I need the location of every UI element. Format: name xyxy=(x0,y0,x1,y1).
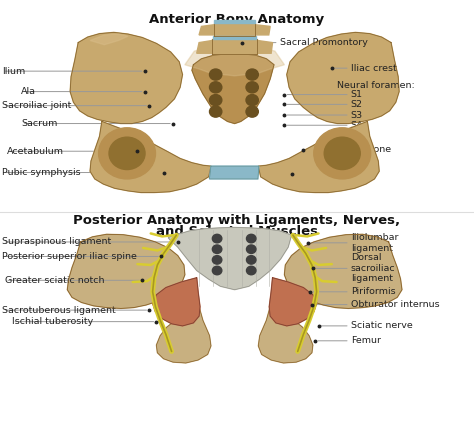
Text: Neural foramen:: Neural foramen: xyxy=(337,81,414,90)
Polygon shape xyxy=(258,121,379,193)
Circle shape xyxy=(210,95,222,106)
Polygon shape xyxy=(199,25,214,35)
Text: Piriformis: Piriformis xyxy=(351,287,395,296)
Circle shape xyxy=(246,266,256,275)
Text: Ischial tuberosity: Ischial tuberosity xyxy=(12,317,93,326)
Text: S3: S3 xyxy=(351,110,363,120)
Text: Ilium: Ilium xyxy=(2,66,26,76)
Text: Pubic bone: Pubic bone xyxy=(339,145,391,155)
Circle shape xyxy=(210,82,222,93)
Polygon shape xyxy=(213,36,256,39)
Text: Ala: Ala xyxy=(21,87,36,96)
Polygon shape xyxy=(156,307,211,363)
Circle shape xyxy=(246,69,258,80)
Polygon shape xyxy=(67,234,185,308)
Polygon shape xyxy=(212,39,257,54)
Circle shape xyxy=(99,128,155,179)
Polygon shape xyxy=(90,34,128,45)
Circle shape xyxy=(246,95,258,106)
Polygon shape xyxy=(284,234,402,308)
Text: Sciatic nerve: Sciatic nerve xyxy=(351,321,412,331)
Polygon shape xyxy=(70,32,182,124)
Polygon shape xyxy=(153,278,200,326)
Text: Anterior Bony Anatomy: Anterior Bony Anatomy xyxy=(149,13,325,26)
Text: Sacral Promontory: Sacral Promontory xyxy=(280,38,367,47)
Circle shape xyxy=(109,137,145,170)
Circle shape xyxy=(314,128,371,179)
Circle shape xyxy=(246,82,258,93)
Text: Femur: Femur xyxy=(351,336,381,345)
Circle shape xyxy=(212,245,222,253)
Circle shape xyxy=(246,245,256,253)
Polygon shape xyxy=(210,166,259,179)
Text: Sacrum: Sacrum xyxy=(21,119,58,128)
Circle shape xyxy=(246,106,258,117)
Polygon shape xyxy=(255,25,270,35)
Text: S1: S1 xyxy=(351,90,363,99)
Text: S4: S4 xyxy=(351,121,363,130)
Text: S2: S2 xyxy=(351,100,363,109)
Text: Supraspinous ligament: Supraspinous ligament xyxy=(2,237,111,247)
Text: Posterior superior iliac spine: Posterior superior iliac spine xyxy=(2,252,137,261)
Circle shape xyxy=(210,69,222,80)
Polygon shape xyxy=(214,20,255,23)
Circle shape xyxy=(212,256,222,264)
Text: Acetabulum: Acetabulum xyxy=(7,147,64,156)
Text: Pubic symphysis: Pubic symphysis xyxy=(2,168,81,177)
Circle shape xyxy=(212,266,222,275)
Circle shape xyxy=(246,256,256,264)
Circle shape xyxy=(210,106,222,117)
Polygon shape xyxy=(269,278,317,326)
Text: Sacrotuberous ligament: Sacrotuberous ligament xyxy=(2,305,116,315)
Text: Sacroiliac joint: Sacroiliac joint xyxy=(2,101,72,110)
Polygon shape xyxy=(214,23,255,36)
Polygon shape xyxy=(168,227,292,290)
Polygon shape xyxy=(185,46,284,76)
Polygon shape xyxy=(257,40,273,53)
Polygon shape xyxy=(287,32,399,124)
Text: and Selected Muscles: and Selected Muscles xyxy=(156,225,318,238)
Polygon shape xyxy=(192,54,274,124)
Circle shape xyxy=(246,234,256,243)
Text: Greater sciatic notch: Greater sciatic notch xyxy=(5,276,104,285)
Circle shape xyxy=(212,234,222,243)
Text: Obturator internus: Obturator internus xyxy=(351,300,439,309)
Text: Iliolumbar
ligament: Iliolumbar ligament xyxy=(351,233,398,253)
Text: Dorsal
sacroiliac
ligament: Dorsal sacroiliac ligament xyxy=(351,253,395,283)
Polygon shape xyxy=(258,307,313,363)
Circle shape xyxy=(324,137,360,170)
Text: Posterior Anatomy with Ligaments, Nerves,: Posterior Anatomy with Ligaments, Nerves… xyxy=(73,214,401,227)
Text: Iliac crest: Iliac crest xyxy=(351,63,397,73)
Polygon shape xyxy=(90,121,211,193)
Polygon shape xyxy=(197,40,212,53)
Text: Ischium: Ischium xyxy=(337,169,374,178)
